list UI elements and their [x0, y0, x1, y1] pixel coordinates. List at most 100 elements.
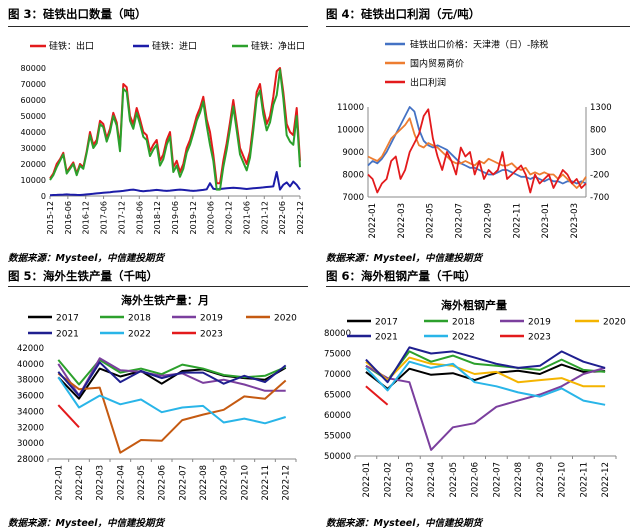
legend-label: 2023	[200, 330, 223, 340]
x-tick-label: 2022-02	[75, 465, 85, 501]
series-line-4	[57, 361, 287, 397]
y-tick-label: 40000	[17, 360, 44, 370]
caption-rule-left-top	[8, 26, 308, 27]
y-left-tick-label: 8000	[342, 171, 364, 181]
legend-label: 2020	[603, 318, 626, 328]
x-tick-label: 2022-05	[449, 462, 459, 498]
series-line-3	[57, 372, 287, 454]
x-tick-label: 2022-11	[261, 465, 271, 501]
x-tick-label: 2019-06	[171, 201, 180, 234]
y-right-tick-label: 800	[590, 126, 606, 136]
legend-label: 2020	[274, 314, 297, 324]
y-tick-label: 30000	[21, 144, 46, 153]
legend-label: 2022	[452, 333, 475, 343]
series-line-2	[365, 364, 606, 451]
figure-5-source: 数据来源：Mysteel，中信建投期货	[8, 518, 164, 529]
x-tick-label: 2016-12	[82, 201, 91, 234]
y-tick-label: 20000	[21, 160, 46, 169]
x-tick-label: 2022-03	[397, 203, 407, 239]
series-line-6	[57, 404, 80, 428]
x-tick-label: 2020-06	[207, 201, 216, 234]
legend-label: 硅铁：出口	[49, 40, 94, 52]
y-tick-label: 40000	[21, 128, 46, 137]
figure-3-source: 数据来源：Mysteel，中信建投期货	[8, 253, 164, 264]
x-tick-label: 2023-01	[541, 203, 551, 239]
legend-label: 2021	[375, 333, 398, 343]
y-tick-label: 80000	[324, 329, 351, 339]
y-tick-label: 60000	[324, 411, 351, 421]
x-tick-label: 2022-07	[492, 462, 502, 498]
y-tick-label: 32000	[17, 423, 44, 433]
figure-3-caption: 图 3：硅铁出口数量（吨）	[8, 7, 147, 21]
series-line-6	[365, 385, 389, 406]
x-tick-label: 2022-05	[426, 203, 436, 239]
figure-5-caption: 图 5：海外生铁产量（千吨）	[8, 269, 159, 283]
series-line-5	[57, 376, 286, 425]
series-line-5	[365, 360, 606, 406]
series-line-2	[49, 68, 301, 191]
x-tick-label: 2017-06	[100, 201, 109, 234]
y-tick-label: 38000	[17, 376, 44, 386]
x-tick-label: 2015-12	[46, 201, 55, 234]
y-right-tick-label: -700	[590, 193, 609, 203]
caption-rule-right-top	[326, 26, 630, 27]
series-line-0	[57, 366, 287, 400]
figure-4-source: 数据来源：Mysteel，中信建投期货	[326, 253, 482, 264]
x-tick-label: 2022-01	[368, 203, 378, 239]
x-tick-label: 2022-08	[199, 465, 209, 501]
legend-label: 2023	[528, 333, 551, 343]
x-tick-label: 2020-12	[225, 201, 234, 234]
x-tick-label: 2016-06	[64, 201, 73, 234]
x-tick-label: 2022-11	[512, 203, 522, 239]
x-tick-label: 2022-09	[220, 465, 230, 501]
legend-label: 2022	[128, 330, 151, 340]
legend-label: 2017	[375, 318, 398, 328]
legend-label: 2021	[56, 330, 79, 340]
y-left-tick-label: 10000	[337, 126, 364, 136]
series-line-0	[365, 363, 606, 390]
x-tick-label: 2022-08	[514, 462, 524, 498]
y-tick-label: 55000	[324, 432, 351, 442]
y-tick-label: 42000	[17, 344, 44, 354]
legend-label: 2018	[128, 314, 151, 324]
x-tick-label: 2022-09	[483, 203, 493, 239]
legend-label: 硅铁出口价格：天津港（日）-除税	[410, 39, 548, 51]
series-line-4	[365, 346, 606, 384]
y-tick-label: 34000	[17, 407, 44, 417]
x-tick-label: 2022-01	[54, 465, 64, 501]
x-tick-label: 2022-04	[116, 465, 126, 501]
x-tick-label: 2019-12	[189, 201, 198, 234]
x-tick-label: 2021-12	[260, 201, 269, 234]
y-tick-label: 30000	[17, 439, 44, 449]
figure-6-source: 数据来源：Mysteel，中信建投期货	[326, 518, 482, 529]
x-tick-label: 2022-10	[558, 462, 568, 498]
caption-rule-right-bottom	[326, 286, 630, 287]
y-tick-label: 80000	[21, 64, 46, 73]
chart-title: 海外粗钢产量	[441, 298, 507, 312]
legend-label: 硅铁：进口	[152, 40, 197, 52]
x-tick-label: 2022-06	[278, 201, 287, 234]
x-tick-label: 2018-12	[153, 201, 162, 234]
y-left-tick-label: 9000	[342, 148, 364, 158]
y-tick-label: 50000	[21, 112, 46, 121]
y-tick-label: 10000	[21, 176, 46, 185]
chart-title: 海外生铁产量：月	[121, 293, 209, 307]
legend-label: 国内贸易商价	[410, 58, 464, 70]
figure-4-caption: 图 4：硅铁出口利润（元/吨）	[326, 7, 481, 21]
y-tick-label: 36000	[17, 392, 44, 402]
series-line-1	[365, 350, 606, 382]
x-tick-label: 2022-03	[96, 465, 106, 501]
x-tick-label: 2023-03	[570, 203, 580, 239]
x-tick-label: 2018-06	[135, 201, 144, 234]
legend-label: 硅铁：净出口	[251, 40, 305, 52]
series-line-3	[365, 356, 606, 388]
y-tick-label: 0	[41, 192, 46, 201]
y-left-tick-label: 7000	[342, 193, 364, 203]
x-tick-label: 2022-07	[178, 465, 188, 501]
legend-label: 2017	[56, 314, 79, 324]
x-tick-label: 2022-09	[536, 462, 546, 498]
